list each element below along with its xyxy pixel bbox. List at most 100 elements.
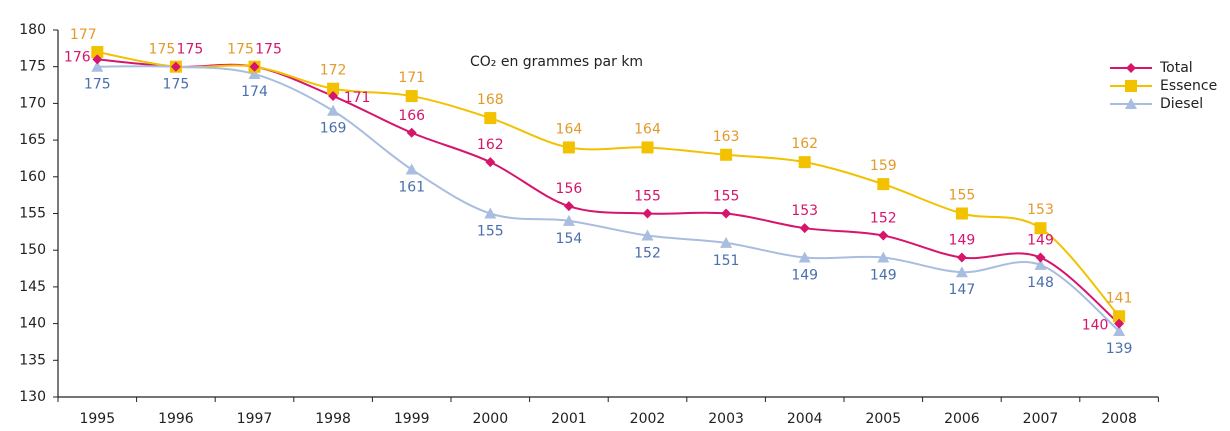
data-label: 152: [634, 246, 661, 262]
data-label: 172: [320, 63, 347, 79]
data-label: 155: [477, 224, 504, 240]
y-tick-label: 165: [19, 132, 46, 148]
marker: [799, 223, 810, 234]
marker: [720, 148, 733, 161]
data-label: 162: [791, 136, 818, 152]
data-label: 140: [1082, 318, 1109, 334]
y-tick-label: 175: [19, 59, 46, 75]
data-label: 161: [398, 179, 425, 195]
data-label: 159: [870, 158, 897, 174]
y-tick-label: 135: [19, 352, 46, 368]
data-label: 149: [1027, 233, 1054, 249]
marker: [485, 157, 496, 168]
marker: [249, 61, 260, 72]
chart-title: CO₂ en grammes par km: [470, 54, 643, 70]
data-label: 175: [255, 42, 282, 58]
legend-label: Diesel: [1160, 96, 1203, 112]
marker: [406, 127, 417, 138]
marker: [1113, 310, 1126, 323]
data-label: 169: [320, 121, 347, 137]
x-tick-label: 2001: [551, 411, 587, 427]
y-tick-label: 130: [19, 389, 46, 405]
x-tick-label: 2000: [472, 411, 508, 427]
data-label: 164: [634, 121, 661, 137]
marker: [327, 82, 340, 95]
x-tick-label: 2007: [1023, 411, 1059, 427]
marker: [484, 207, 497, 219]
marker: [405, 90, 418, 103]
data-label: 171: [344, 90, 371, 106]
data-label: 163: [713, 129, 740, 145]
legend-label: Total: [1159, 60, 1193, 76]
marker: [92, 54, 103, 65]
data-label: 175: [163, 77, 190, 93]
marker: [721, 208, 732, 219]
marker: [1125, 98, 1137, 109]
marker: [641, 141, 654, 154]
data-label: 149: [870, 268, 897, 284]
x-tick-label: 1998: [315, 411, 351, 427]
marker: [1035, 252, 1046, 263]
y-tick-label: 145: [19, 279, 46, 295]
marker: [1113, 324, 1126, 336]
marker: [1034, 258, 1047, 270]
data-label: 175: [149, 42, 176, 58]
data-label: 149: [949, 233, 976, 249]
marker: [642, 208, 653, 219]
data-label: 148: [1027, 275, 1054, 291]
marker: [563, 201, 574, 212]
y-tick-label: 150: [19, 242, 46, 258]
marker: [1034, 222, 1047, 235]
data-label: 162: [477, 137, 504, 153]
marker: [91, 60, 104, 72]
data-label: 177: [70, 27, 97, 43]
x-tick-label: 2006: [944, 411, 980, 427]
y-tick-label: 170: [19, 95, 46, 111]
marker: [798, 156, 811, 169]
data-label: 152: [870, 211, 897, 227]
data-label: 147: [949, 282, 976, 298]
x-tick-label: 1999: [394, 411, 430, 427]
data-label: 174: [241, 84, 268, 100]
data-label: 139: [1106, 341, 1133, 357]
marker: [327, 104, 340, 116]
y-tick-label: 160: [19, 169, 46, 185]
y-tick-label: 140: [19, 316, 46, 332]
data-label: 151: [713, 253, 740, 269]
x-tick-label: 2005: [865, 411, 901, 427]
marker: [328, 91, 339, 102]
marker: [1126, 63, 1136, 73]
data-label: 176: [64, 49, 91, 65]
x-tick-label: 1997: [237, 411, 273, 427]
marker: [484, 112, 497, 125]
data-label: 166: [398, 108, 425, 124]
data-label: 153: [1027, 202, 1054, 218]
marker: [248, 68, 261, 80]
data-label: 149: [791, 268, 818, 284]
data-label: 155: [949, 188, 976, 204]
marker: [562, 214, 575, 226]
marker: [956, 252, 967, 263]
data-label: 155: [634, 189, 661, 205]
data-label: 171: [398, 70, 425, 86]
marker: [955, 207, 968, 220]
x-tick-label: 2003: [708, 411, 744, 427]
x-tick-label: 2008: [1101, 411, 1137, 427]
marker: [798, 251, 811, 263]
y-tick-label: 155: [19, 206, 46, 222]
data-label: 164: [556, 121, 583, 137]
x-tick-label: 2002: [630, 411, 666, 427]
marker: [877, 251, 890, 263]
marker: [405, 163, 418, 175]
data-label: 141: [1106, 290, 1133, 306]
y-tick-label: 180: [19, 22, 46, 38]
marker: [955, 266, 968, 278]
data-label: 156: [556, 181, 583, 197]
legend-label: Essence: [1160, 78, 1217, 94]
marker: [1114, 318, 1125, 329]
data-label: 175: [177, 42, 204, 58]
x-tick-label: 1995: [79, 411, 115, 427]
marker: [720, 236, 733, 248]
data-label: 168: [477, 92, 504, 108]
